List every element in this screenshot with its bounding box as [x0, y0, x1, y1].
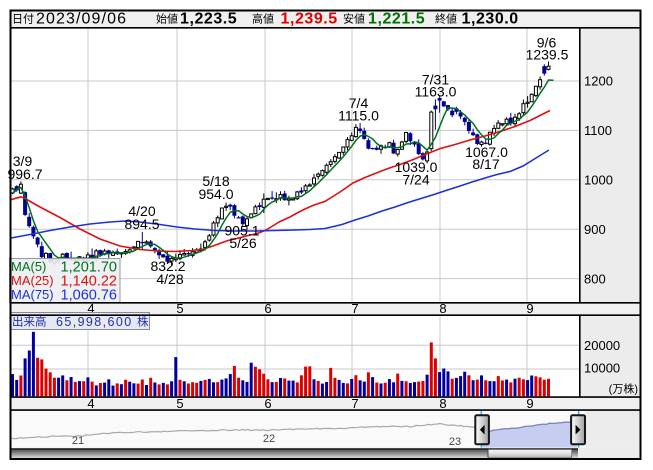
svg-text:(万株): (万株): [609, 382, 638, 396]
svg-text:7/4: 7/4: [349, 95, 369, 111]
svg-text:7/31: 7/31: [422, 72, 449, 88]
svg-text:8: 8: [439, 301, 446, 316]
svg-text:894.5: 894.5: [124, 216, 159, 232]
svg-text:出来高: 出来高: [12, 315, 47, 329]
svg-text:MA(75): MA(75): [11, 287, 54, 302]
svg-text:5/18: 5/18: [202, 173, 229, 189]
svg-text:1,230.0: 1,230.0: [462, 10, 519, 27]
svg-text:高値: 高値: [252, 12, 274, 26]
svg-text:65,998,600: 65,998,600: [56, 315, 133, 329]
svg-text:MA(5): MA(5): [11, 259, 46, 274]
svg-text:8: 8: [439, 396, 446, 411]
svg-text:1200: 1200: [584, 74, 613, 89]
svg-text:800: 800: [584, 271, 606, 286]
svg-text:905.1: 905.1: [224, 223, 259, 239]
svg-text:6: 6: [264, 396, 271, 411]
svg-text:日付: 日付: [12, 13, 34, 26]
svg-text:5/26: 5/26: [229, 235, 256, 251]
svg-text:5: 5: [176, 396, 183, 411]
svg-text:2023/09/06: 2023/09/06: [36, 10, 127, 27]
svg-text:6: 6: [264, 301, 271, 316]
svg-text:終値: 終値: [435, 12, 457, 26]
svg-text:1067.0: 1067.0: [465, 144, 508, 160]
svg-text:9: 9: [526, 396, 533, 411]
svg-text:1163.0: 1163.0: [415, 84, 457, 100]
svg-text:22: 22: [263, 433, 275, 445]
svg-text:7/24: 7/24: [402, 172, 429, 188]
svg-text:9/6: 9/6: [537, 35, 557, 51]
svg-text:MA(25): MA(25): [11, 273, 54, 288]
svg-text:4: 4: [87, 301, 94, 316]
svg-text:1100: 1100: [584, 123, 612, 138]
svg-text:7: 7: [351, 301, 358, 316]
svg-text:1239.5: 1239.5: [526, 47, 569, 63]
svg-text:1,223.5: 1,223.5: [180, 10, 237, 27]
svg-text:1,140.22: 1,140.22: [61, 274, 117, 290]
svg-text:安値: 安値: [343, 12, 365, 26]
svg-text:4/28: 4/28: [156, 271, 183, 287]
svg-text:954.0: 954.0: [198, 186, 233, 202]
svg-text:23: 23: [449, 436, 461, 448]
svg-text:8/17: 8/17: [472, 156, 499, 172]
svg-text:1,201.70: 1,201.70: [61, 260, 117, 276]
svg-text:4/20: 4/20: [128, 203, 155, 219]
svg-text:1115.0: 1115.0: [338, 108, 379, 124]
svg-text:21: 21: [72, 435, 84, 447]
svg-text:3/9: 3/9: [13, 153, 33, 169]
svg-text:9: 9: [526, 301, 533, 316]
svg-text:7: 7: [351, 396, 358, 411]
svg-text:1,221.5: 1,221.5: [368, 10, 425, 27]
svg-text:5: 5: [176, 301, 183, 316]
svg-text:1000: 1000: [584, 173, 613, 188]
svg-text:832.2: 832.2: [150, 258, 185, 274]
svg-text:4: 4: [87, 396, 94, 411]
svg-text:900: 900: [584, 222, 606, 237]
svg-text:始値: 始値: [156, 12, 178, 26]
svg-text:株: 株: [137, 315, 149, 329]
svg-text:20000: 20000: [584, 338, 620, 353]
svg-text:1,239.5: 1,239.5: [281, 10, 338, 27]
svg-text:996.7: 996.7: [7, 166, 42, 182]
svg-text:1,060.76: 1,060.76: [61, 288, 117, 304]
svg-text:10000: 10000: [584, 360, 620, 375]
svg-text:1039.0: 1039.0: [395, 159, 438, 175]
